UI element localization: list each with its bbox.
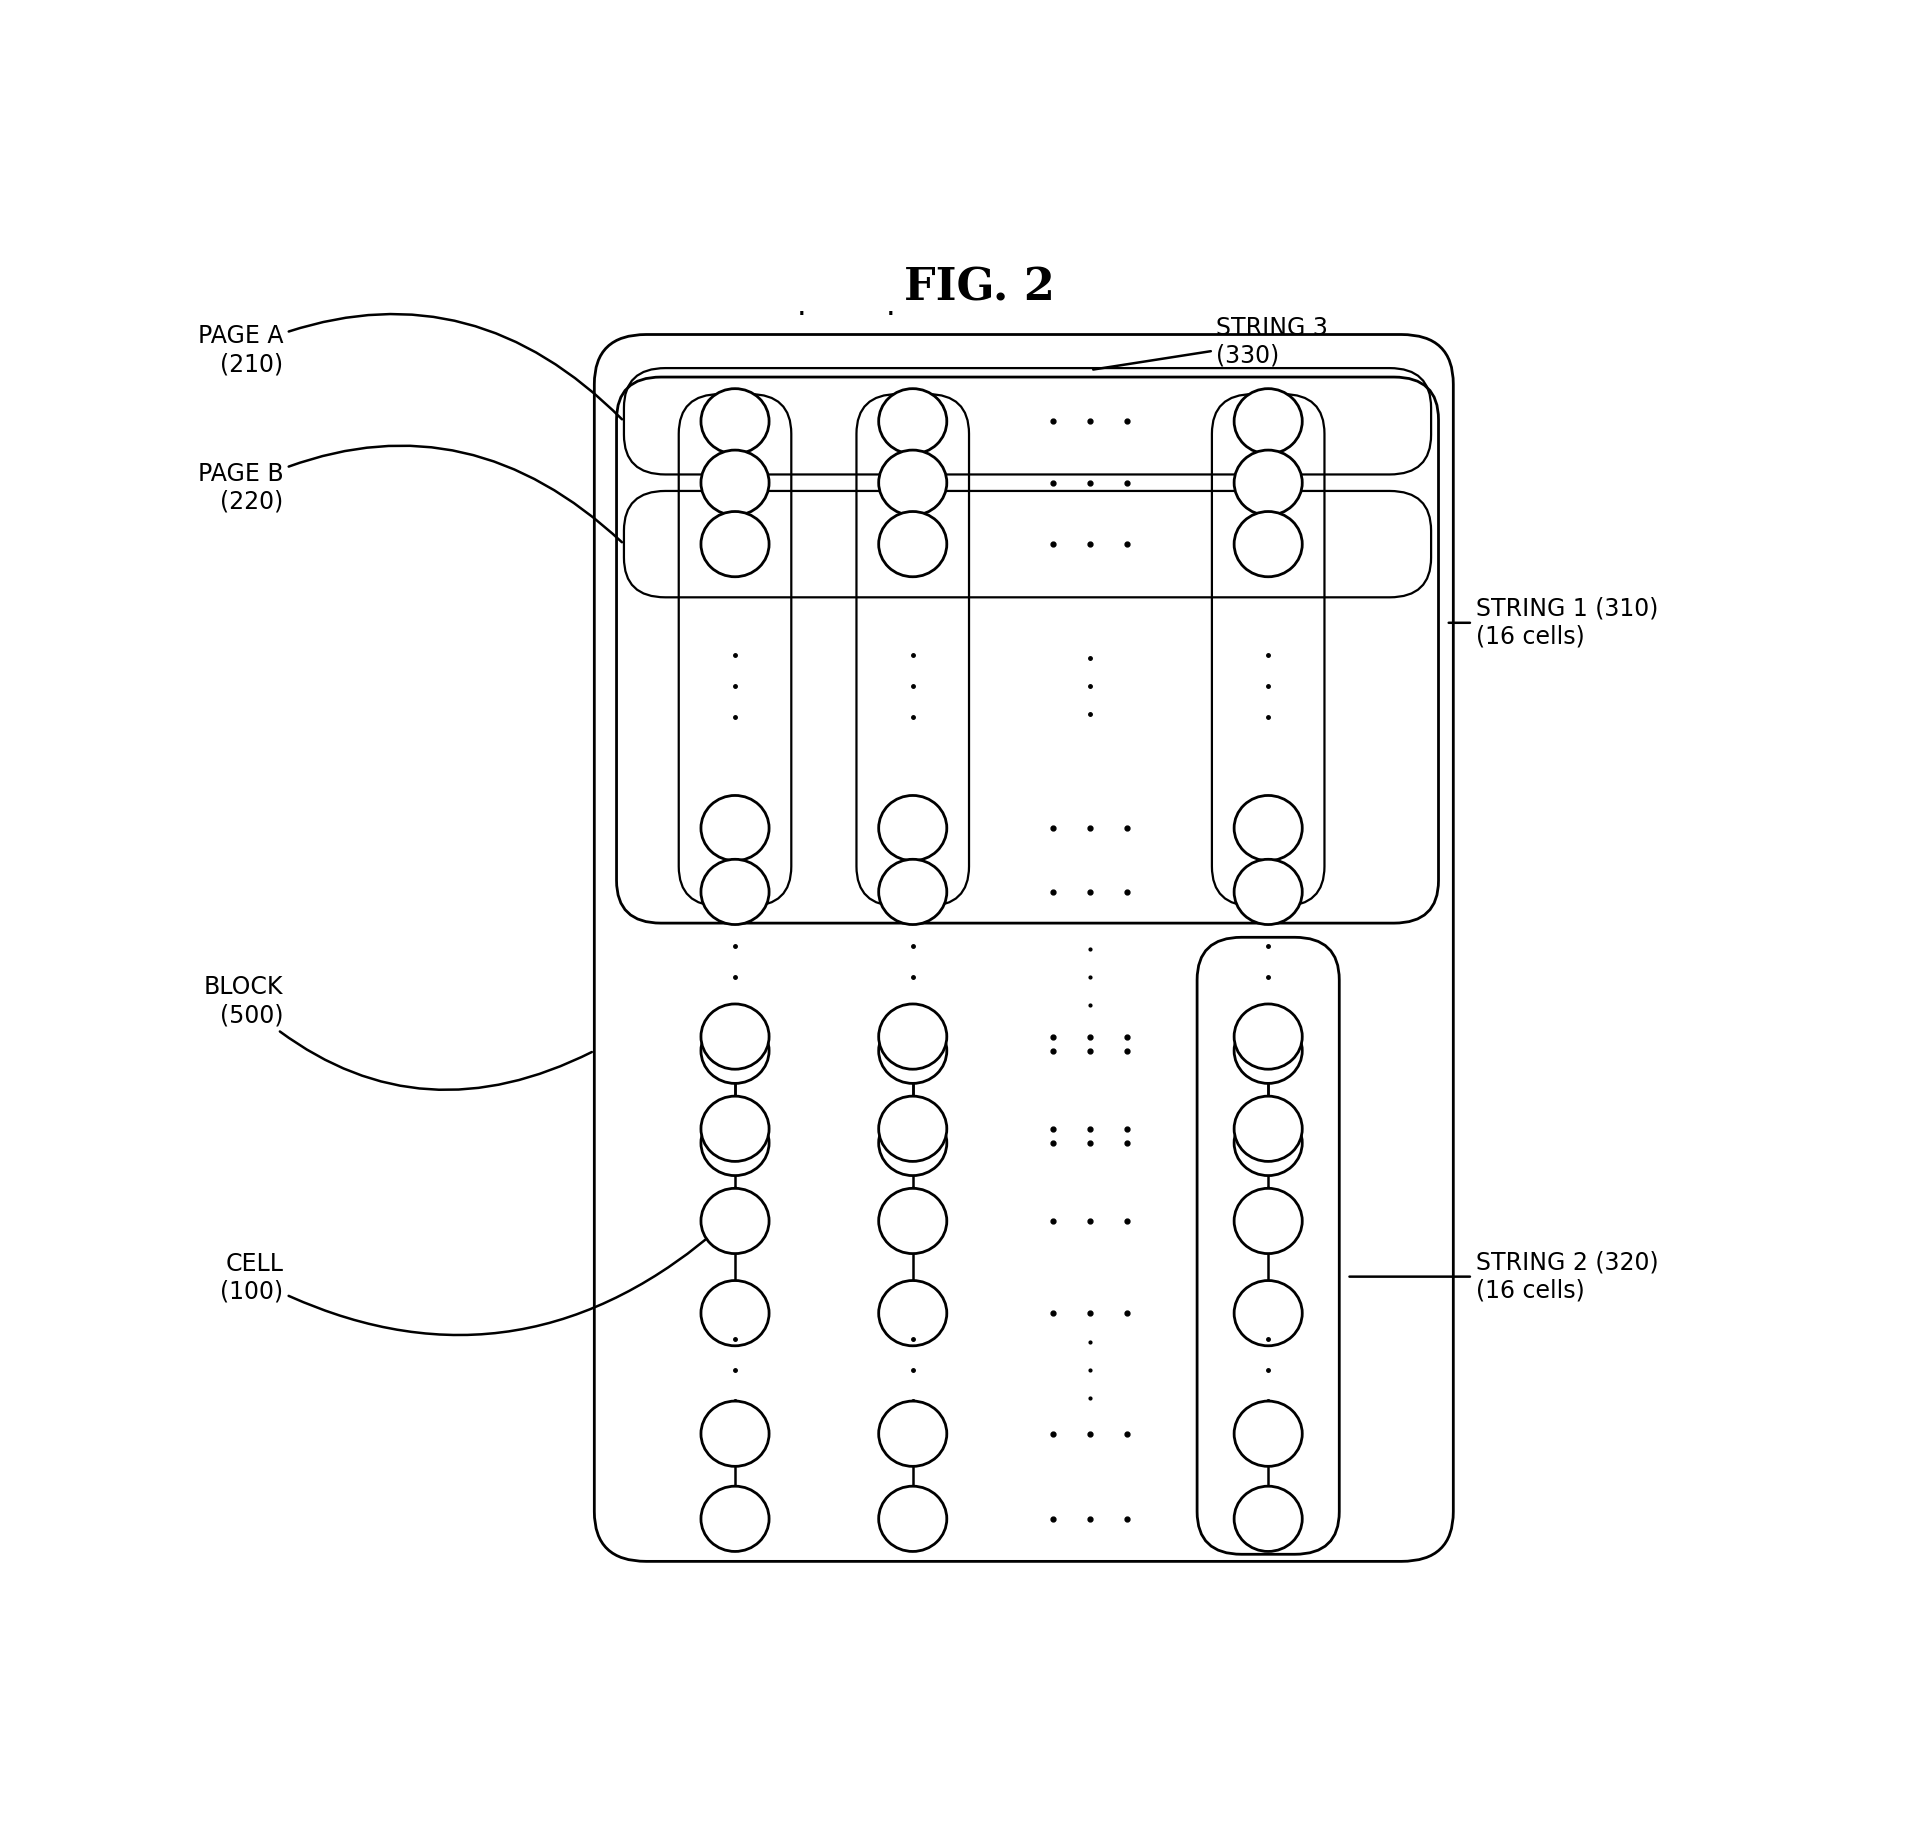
Text: STRING 3
(330): STRING 3 (330) — [1093, 315, 1328, 370]
Circle shape — [879, 512, 946, 577]
Circle shape — [1235, 1188, 1301, 1254]
Circle shape — [701, 1096, 768, 1162]
Circle shape — [879, 1096, 946, 1162]
Circle shape — [879, 1486, 946, 1551]
Circle shape — [1235, 1111, 1301, 1175]
Text: CELL
(100): CELL (100) — [220, 1223, 726, 1335]
Circle shape — [1235, 1486, 1301, 1551]
Circle shape — [1235, 1402, 1301, 1466]
Text: BLOCK
(500): BLOCK (500) — [204, 974, 592, 1090]
Circle shape — [1235, 1019, 1301, 1083]
Circle shape — [879, 1280, 946, 1347]
Circle shape — [879, 389, 946, 453]
Circle shape — [879, 1111, 946, 1175]
Circle shape — [1235, 1280, 1301, 1347]
Circle shape — [701, 1019, 768, 1083]
Circle shape — [701, 1486, 768, 1551]
Text: PAGE A
(210): PAGE A (210) — [199, 313, 621, 420]
Circle shape — [701, 1188, 768, 1254]
Circle shape — [1235, 1004, 1301, 1068]
Circle shape — [879, 1004, 946, 1068]
Circle shape — [1235, 389, 1301, 453]
Circle shape — [879, 1188, 946, 1254]
Circle shape — [879, 858, 946, 925]
Circle shape — [1235, 796, 1301, 860]
Text: PAGE B
(220): PAGE B (220) — [197, 446, 621, 542]
Circle shape — [701, 449, 768, 516]
Text: STRING 2 (320)
(16 cells): STRING 2 (320) (16 cells) — [1349, 1251, 1659, 1302]
Circle shape — [701, 389, 768, 453]
Circle shape — [701, 1280, 768, 1347]
Circle shape — [701, 796, 768, 860]
Circle shape — [1235, 1096, 1301, 1162]
Circle shape — [701, 1004, 768, 1068]
Circle shape — [879, 1402, 946, 1466]
Text: FIG. 2: FIG. 2 — [904, 267, 1055, 309]
Circle shape — [1235, 858, 1301, 925]
Circle shape — [701, 1402, 768, 1466]
Circle shape — [701, 1111, 768, 1175]
Circle shape — [879, 449, 946, 516]
Circle shape — [701, 858, 768, 925]
Circle shape — [879, 1019, 946, 1083]
Text: STRING 1 (310)
(16 cells): STRING 1 (310) (16 cells) — [1449, 597, 1659, 648]
Circle shape — [1235, 449, 1301, 516]
Circle shape — [701, 512, 768, 577]
Circle shape — [1235, 512, 1301, 577]
Circle shape — [879, 796, 946, 860]
Text: .: . — [885, 291, 896, 321]
Text: .: . — [797, 291, 806, 321]
